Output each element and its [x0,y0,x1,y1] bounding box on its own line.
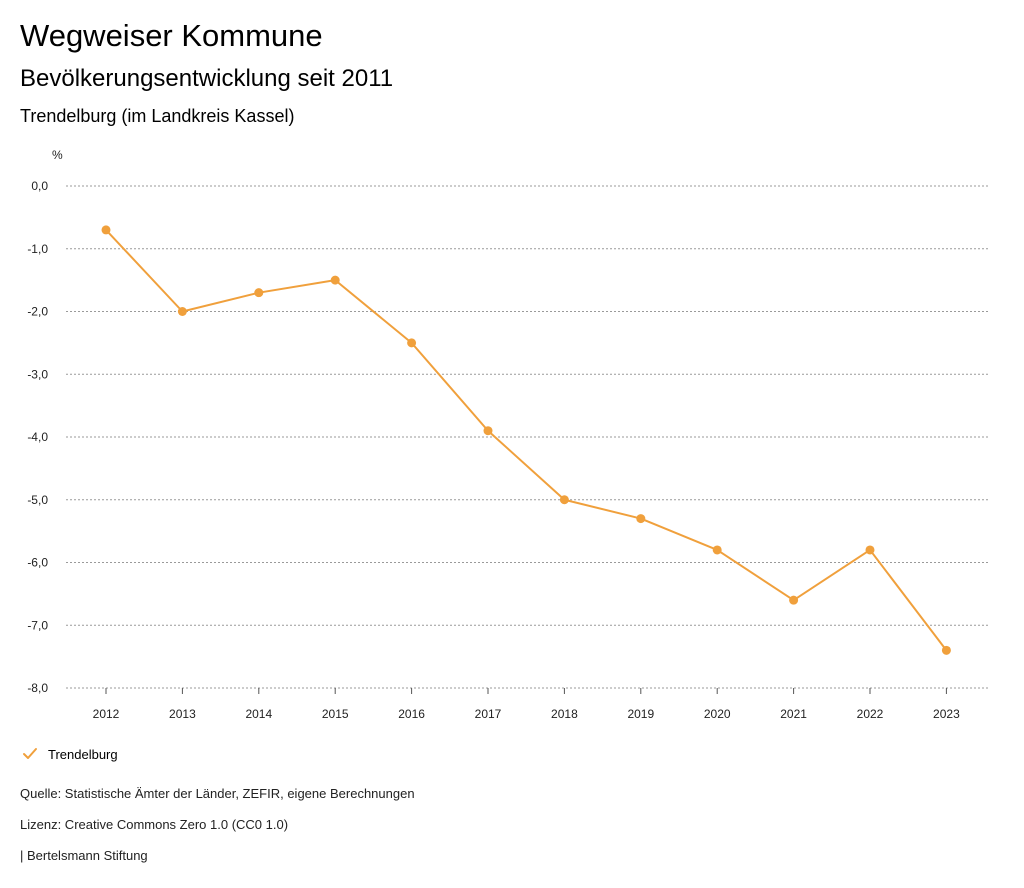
legend-label: Trendelburg [48,746,118,762]
data-point [330,275,340,285]
data-point [101,225,111,235]
data-point [407,338,417,348]
x-tick-label: 2012 [93,707,120,721]
y-tick-label: -7,0 [27,618,48,632]
region-label: Trendelburg (im Landkreis Kassel) [20,106,295,126]
license-text: Lizenz: Creative Commons Zero 1.0 (CC0 1… [20,817,289,832]
y-tick-label: 0,0 [31,179,48,193]
y-axis-unit-label: % [52,148,63,162]
x-tick-label: 2015 [322,707,349,721]
publisher-text: | Bertelsmann Stiftung [20,848,148,863]
y-tick-label: -1,0 [27,242,48,256]
source-text: Quelle: Statistische Ämter der Länder, Z… [20,786,415,801]
page-title: Wegweiser Kommune [20,18,323,53]
data-point [712,545,722,555]
line-chart: % 0,0 -1,0 -2,0 -3,0 -4,0 -5,0 -6,0 -7,0 -8,0 2012… [27,148,990,721]
legend[interactable]: Trendelburg [22,744,118,764]
series-line-trendelburg [105,229,948,651]
x-tick-label: 2023 [933,707,960,721]
y-tick-label: -4,0 [27,430,48,444]
y-tick-label: -6,0 [27,556,48,570]
x-tick-label: 2022 [857,707,884,721]
data-point [559,495,569,505]
x-tick-label: 2013 [169,707,196,721]
data-point [789,595,799,605]
y-tick-label: -3,0 [27,367,48,381]
x-tick-label: 2017 [475,707,502,721]
data-point [254,288,264,298]
x-tick-label: 2014 [245,707,272,721]
data-point [636,514,646,524]
y-tick-label: -8,0 [27,681,48,695]
check-icon [23,748,37,759]
x-tick-label: 2019 [627,707,654,721]
data-point [941,645,951,655]
data-point [483,426,493,436]
y-tick-label: -2,0 [27,305,48,319]
chart-subtitle: Bevölkerungsentwicklung seit 2011 [20,65,394,92]
data-point [177,307,187,316]
y-tick-label: -5,0 [27,493,48,507]
x-tick-label: 2016 [398,707,425,721]
x-tick-label: 2021 [780,707,807,721]
x-tick-label: 2018 [551,707,578,721]
x-tick-label: 2020 [704,707,731,721]
data-point [865,545,875,555]
